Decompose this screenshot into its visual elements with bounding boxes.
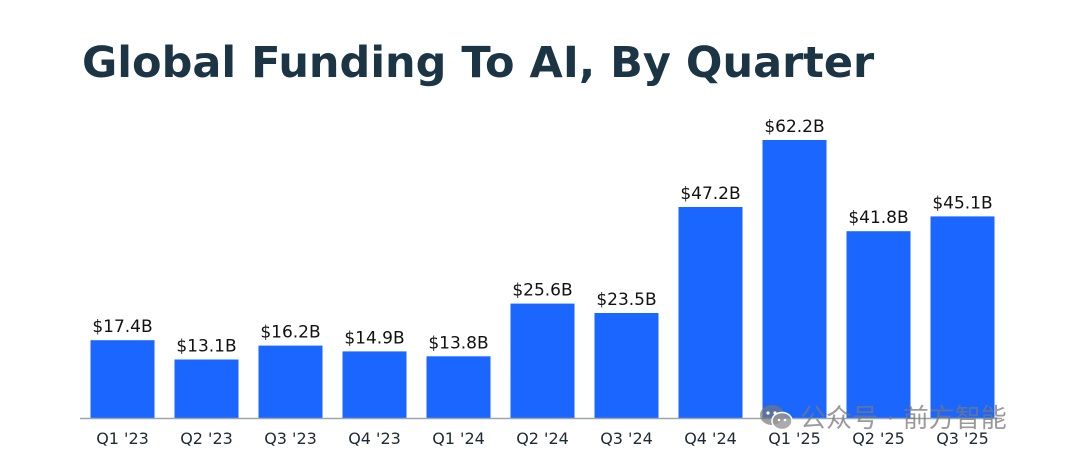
chart-title: Global Funding To AI, By Quarter <box>82 38 875 88</box>
x-tick-label-9: Q2 '25 <box>852 429 905 448</box>
bar-6 <box>594 313 659 418</box>
bar-3 <box>342 351 407 418</box>
bar-8 <box>762 140 827 418</box>
data-label-3: $14.9B <box>344 328 404 348</box>
bar-5 <box>510 303 575 418</box>
watermark-text: 公众号 · 前方智能 <box>800 404 1007 434</box>
x-tick-label-8: Q1 '25 <box>768 429 821 448</box>
bar-0 <box>90 340 155 418</box>
value-labels-group: $17.4B $13.1B $16.2B $14.9B $13.8B $25.6B $23.… <box>92 117 992 357</box>
bars-group <box>90 140 995 418</box>
x-tick-label-3: Q4 '23 <box>348 429 401 448</box>
bar-9 <box>846 231 911 418</box>
data-label-4: $13.8B <box>428 333 488 353</box>
x-tick-label-10: Q3 '25 <box>936 429 989 448</box>
data-label-7: $47.2B <box>680 184 740 204</box>
bar-2 <box>258 345 323 418</box>
data-label-5: $25.6B <box>512 281 572 301</box>
wechat-icon <box>760 404 793 430</box>
bar-10 <box>930 216 995 418</box>
data-label-8: $62.2B <box>764 117 824 137</box>
tick-labels-group: Q1 '23 Q2 '23 Q3 '23 Q4 '23 Q1 '24 Q2 '24 Q3 '… <box>96 429 989 448</box>
bar-7 <box>678 207 743 418</box>
bar-4 <box>426 356 491 418</box>
x-tick-label-4: Q1 '24 <box>432 429 485 448</box>
bar-1 <box>174 359 239 418</box>
x-tick-label-2: Q3 '23 <box>264 429 317 448</box>
data-label-0: $17.4B <box>92 317 152 337</box>
x-tick-label-0: Q1 '23 <box>96 429 149 448</box>
data-label-6: $23.5B <box>596 290 656 310</box>
data-label-1: $13.1B <box>176 337 236 357</box>
data-label-2: $16.2B <box>260 323 320 343</box>
x-tick-label-1: Q2 '23 <box>180 429 233 448</box>
x-tick-label-6: Q3 '24 <box>600 429 653 448</box>
x-tick-label-5: Q2 '24 <box>516 429 569 448</box>
data-label-9: $41.8B <box>848 208 908 228</box>
x-tick-label-7: Q4 '24 <box>684 429 737 448</box>
data-label-10: $45.1B <box>932 193 992 213</box>
watermark: 公众号 · 前方智能 <box>758 398 1007 435</box>
